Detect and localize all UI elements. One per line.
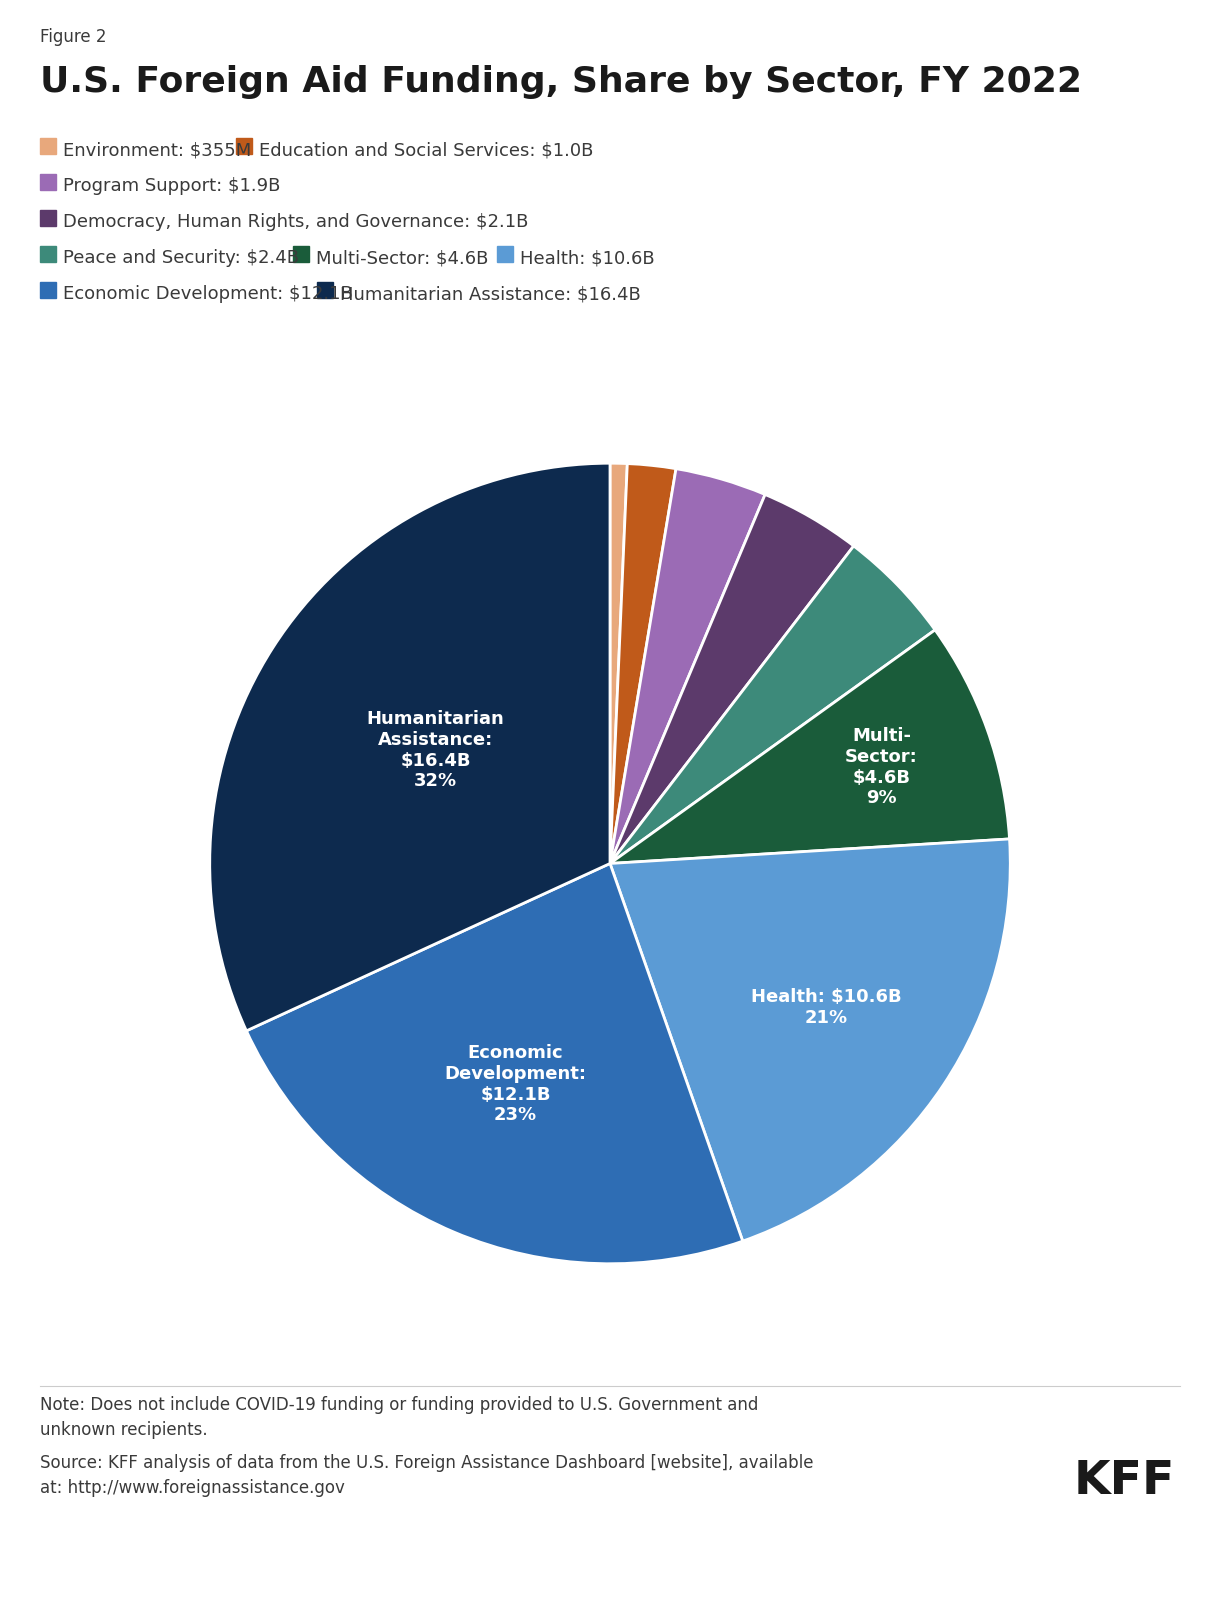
Wedge shape [610, 463, 627, 863]
Text: KFF: KFF [1074, 1459, 1175, 1504]
Bar [317, 282, 333, 299]
Text: Environment: $355M: Environment: $355M [63, 140, 251, 160]
Text: Humanitarian
Assistance:
$16.4B
32%: Humanitarian Assistance: $16.4B 32% [366, 710, 504, 791]
Text: Health: $10.6B
21%: Health: $10.6B 21% [752, 988, 902, 1027]
Text: Economic
Development:
$12.1B
23%: Economic Development: $12.1B 23% [444, 1044, 587, 1125]
Bar [237, 139, 253, 153]
Text: Economic Development: $12.1B: Economic Development: $12.1B [63, 286, 353, 303]
Text: Education and Social Services: $1.0B: Education and Social Services: $1.0B [259, 140, 593, 160]
Bar [293, 245, 309, 261]
Bar [40, 282, 56, 299]
Text: Democracy, Human Rights, and Governance: $2.1B: Democracy, Human Rights, and Governance:… [63, 213, 528, 231]
Text: U.S. Foreign Aid Funding, Share by Sector, FY 2022: U.S. Foreign Aid Funding, Share by Secto… [40, 65, 1082, 98]
Text: Humanitarian Assistance: $16.4B: Humanitarian Assistance: $16.4B [339, 286, 640, 303]
Wedge shape [610, 546, 935, 863]
Text: Peace and Security: $2.4B: Peace and Security: $2.4B [63, 249, 299, 266]
Wedge shape [246, 863, 743, 1264]
Bar [40, 174, 56, 190]
Wedge shape [610, 839, 1010, 1241]
Wedge shape [610, 629, 1009, 863]
Text: Figure 2: Figure 2 [40, 27, 106, 47]
Bar [497, 245, 512, 261]
Text: Multi-Sector: $4.6B: Multi-Sector: $4.6B [316, 249, 488, 266]
Text: Source: KFF analysis of data from the U.S. Foreign Assistance Dashboard [website: Source: KFF analysis of data from the U.… [40, 1454, 814, 1498]
Wedge shape [610, 463, 676, 863]
Wedge shape [210, 463, 610, 1031]
Bar [40, 210, 56, 226]
Bar [40, 139, 56, 153]
Text: Health: $10.6B: Health: $10.6B [520, 249, 654, 266]
Text: Multi-
Sector:
$4.6B
9%: Multi- Sector: $4.6B 9% [845, 726, 917, 807]
Wedge shape [610, 468, 765, 863]
Text: Program Support: $1.9B: Program Support: $1.9B [63, 178, 281, 195]
Bar [40, 245, 56, 261]
Text: Note: Does not include COVID-19 funding or funding provided to U.S. Government a: Note: Does not include COVID-19 funding … [40, 1396, 759, 1440]
Wedge shape [610, 494, 854, 863]
